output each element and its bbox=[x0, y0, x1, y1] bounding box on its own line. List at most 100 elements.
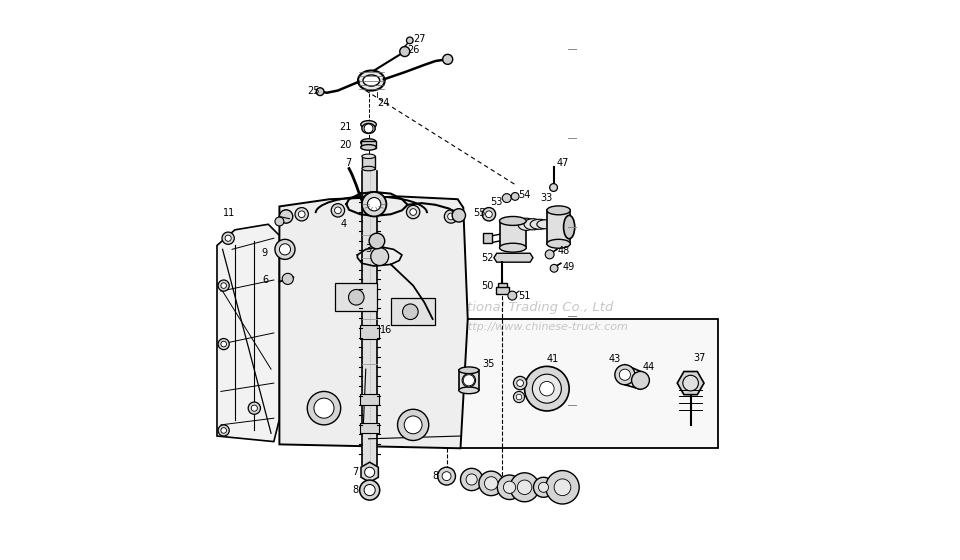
Circle shape bbox=[540, 381, 554, 396]
Text: 48: 48 bbox=[558, 246, 570, 256]
Circle shape bbox=[502, 194, 512, 203]
Text: 43: 43 bbox=[609, 354, 620, 364]
Circle shape bbox=[397, 409, 429, 441]
Circle shape bbox=[218, 280, 229, 291]
Circle shape bbox=[534, 477, 554, 497]
Circle shape bbox=[533, 374, 562, 403]
Circle shape bbox=[364, 484, 375, 496]
Circle shape bbox=[221, 341, 227, 347]
Text: 35: 35 bbox=[483, 358, 495, 368]
Circle shape bbox=[438, 467, 455, 485]
Circle shape bbox=[466, 474, 477, 485]
Text: 24: 24 bbox=[377, 98, 390, 108]
Text: 47: 47 bbox=[557, 158, 569, 168]
Circle shape bbox=[539, 482, 548, 492]
Ellipse shape bbox=[537, 220, 554, 228]
Circle shape bbox=[331, 204, 345, 217]
Text: 8: 8 bbox=[352, 485, 358, 495]
Circle shape bbox=[514, 376, 527, 390]
Ellipse shape bbox=[361, 139, 376, 146]
Text: 37: 37 bbox=[693, 353, 706, 363]
Circle shape bbox=[399, 46, 410, 57]
Bar bbox=[498, 283, 507, 288]
Ellipse shape bbox=[358, 71, 385, 91]
Text: 49: 49 bbox=[563, 262, 575, 272]
Circle shape bbox=[516, 380, 523, 386]
Circle shape bbox=[444, 210, 458, 223]
Circle shape bbox=[406, 37, 413, 44]
Polygon shape bbox=[677, 371, 704, 395]
Circle shape bbox=[282, 273, 294, 284]
Circle shape bbox=[275, 217, 284, 226]
Text: 54: 54 bbox=[517, 190, 530, 200]
Circle shape bbox=[512, 193, 519, 200]
Text: 7: 7 bbox=[352, 467, 358, 477]
Circle shape bbox=[402, 304, 419, 320]
Circle shape bbox=[307, 391, 341, 425]
Ellipse shape bbox=[547, 239, 570, 248]
Circle shape bbox=[545, 250, 554, 259]
Circle shape bbox=[461, 468, 483, 491]
Text: 44: 44 bbox=[642, 362, 655, 372]
Circle shape bbox=[348, 290, 364, 305]
Text: 55: 55 bbox=[473, 208, 486, 218]
Circle shape bbox=[221, 428, 227, 433]
Circle shape bbox=[486, 211, 492, 218]
Text: 6: 6 bbox=[262, 275, 268, 285]
Bar bbox=[363, 171, 377, 465]
Polygon shape bbox=[217, 224, 279, 442]
Circle shape bbox=[279, 244, 291, 255]
Circle shape bbox=[275, 239, 295, 259]
Circle shape bbox=[218, 425, 229, 436]
Circle shape bbox=[510, 473, 540, 502]
Text: 50: 50 bbox=[482, 281, 494, 291]
Circle shape bbox=[514, 391, 524, 403]
Circle shape bbox=[550, 184, 558, 192]
Text: 21: 21 bbox=[340, 122, 351, 132]
Ellipse shape bbox=[459, 367, 479, 374]
Circle shape bbox=[619, 369, 631, 380]
Text: 52: 52 bbox=[481, 253, 494, 263]
Circle shape bbox=[545, 470, 579, 504]
Circle shape bbox=[406, 206, 420, 219]
Polygon shape bbox=[361, 462, 378, 482]
Ellipse shape bbox=[363, 75, 380, 86]
Text: 20: 20 bbox=[340, 140, 351, 150]
Circle shape bbox=[550, 264, 558, 272]
Text: 3: 3 bbox=[365, 244, 372, 254]
Polygon shape bbox=[279, 197, 468, 449]
Circle shape bbox=[632, 371, 649, 389]
Circle shape bbox=[614, 365, 635, 385]
Text: 4: 4 bbox=[340, 220, 347, 229]
Ellipse shape bbox=[547, 206, 570, 215]
Circle shape bbox=[371, 248, 389, 265]
Bar bbox=[360, 325, 379, 338]
Circle shape bbox=[362, 192, 386, 217]
Polygon shape bbox=[494, 253, 533, 262]
Text: 41: 41 bbox=[547, 354, 559, 364]
Circle shape bbox=[443, 472, 451, 480]
Circle shape bbox=[316, 88, 324, 96]
Circle shape bbox=[683, 375, 699, 391]
Circle shape bbox=[452, 209, 466, 222]
Ellipse shape bbox=[462, 374, 475, 387]
Bar bbox=[483, 233, 492, 243]
Text: 7: 7 bbox=[346, 158, 351, 168]
Bar bbox=[459, 370, 479, 390]
Text: 51: 51 bbox=[517, 291, 530, 301]
Ellipse shape bbox=[564, 216, 575, 239]
Circle shape bbox=[279, 210, 293, 223]
Text: 53: 53 bbox=[490, 197, 502, 207]
Ellipse shape bbox=[361, 120, 376, 128]
Bar bbox=[335, 283, 377, 311]
Circle shape bbox=[221, 283, 227, 288]
Bar bbox=[362, 156, 375, 169]
Circle shape bbox=[516, 394, 522, 400]
Ellipse shape bbox=[361, 144, 376, 150]
Circle shape bbox=[295, 208, 308, 221]
Circle shape bbox=[517, 480, 532, 494]
Circle shape bbox=[314, 398, 334, 418]
Circle shape bbox=[503, 481, 516, 493]
Circle shape bbox=[479, 471, 503, 496]
Ellipse shape bbox=[360, 487, 380, 493]
